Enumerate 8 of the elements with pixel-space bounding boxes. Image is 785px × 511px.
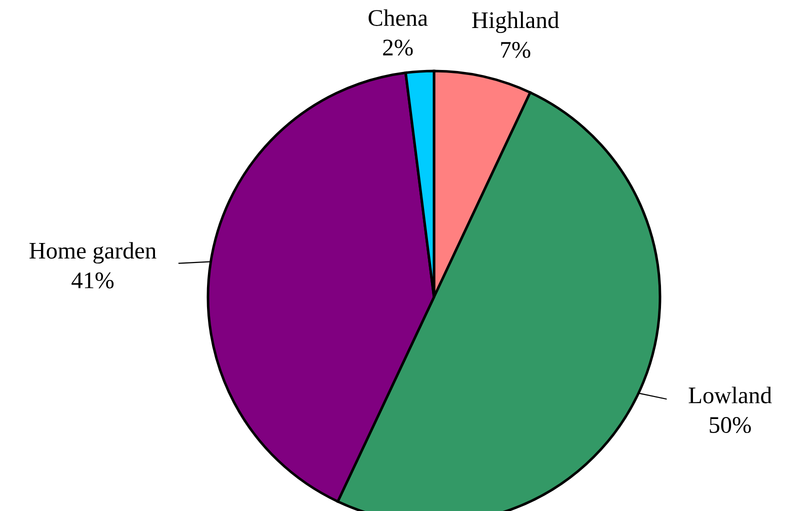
data-label: 50% <box>710 417 751 434</box>
data-label: 2% <box>383 40 413 56</box>
data-label: 41% <box>72 272 114 288</box>
slice-label: Chena <box>368 9 428 26</box>
slice-label: Lowland <box>688 386 772 404</box>
slice-label: Highland <box>472 12 560 34</box>
data-label: 7% <box>501 42 530 58</box>
slice-label: Home garden <box>29 242 156 264</box>
